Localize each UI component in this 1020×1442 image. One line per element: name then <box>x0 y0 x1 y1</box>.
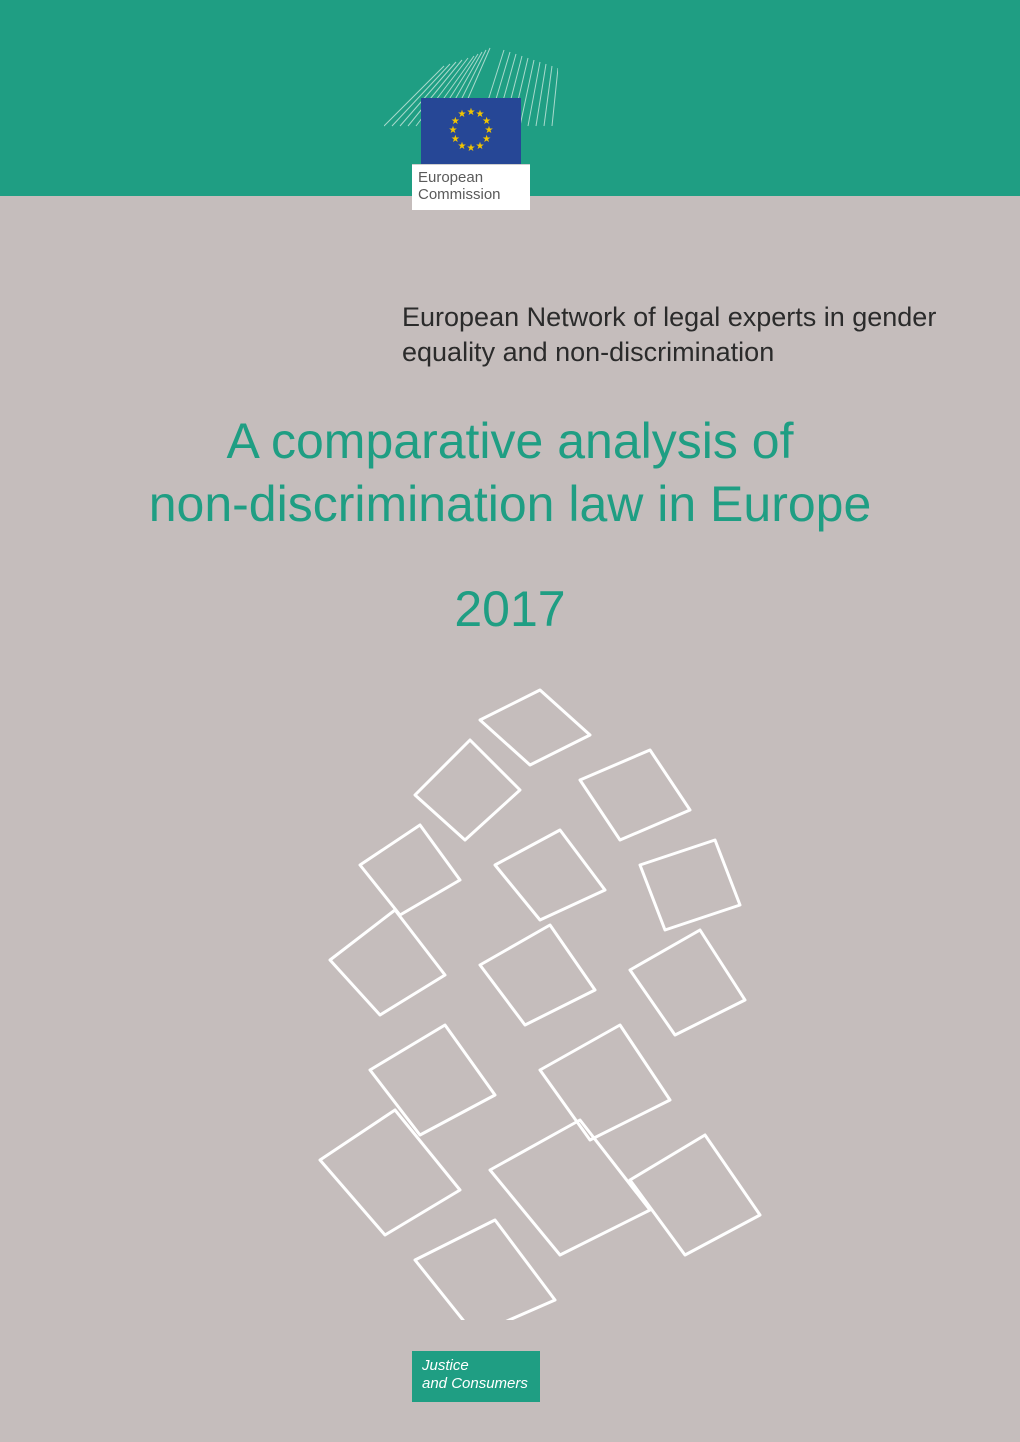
page-background: ★★★★★★★★★★★★ European Commission Europea… <box>0 0 1020 1442</box>
shard-icon <box>320 1110 460 1235</box>
network-subtitle: European Network of legal experts in gen… <box>402 300 950 370</box>
logo-caption-line1: European <box>418 169 524 186</box>
eu-star-icon: ★ <box>476 142 485 152</box>
shard-icon <box>630 1135 760 1255</box>
title-line2: non-discrimination law in Europe <box>149 476 872 532</box>
shard-icon <box>540 1025 670 1140</box>
shard-icon <box>640 840 740 930</box>
shard-icon <box>630 930 745 1035</box>
shard-icon <box>480 925 595 1025</box>
eu-star-icon: ★ <box>451 135 460 145</box>
document-title: A comparative analysis of non-discrimina… <box>0 410 1020 535</box>
shard-icon <box>360 825 460 915</box>
shard-icon <box>370 1025 495 1135</box>
shards-graphic-icon <box>260 680 820 1320</box>
eu-star-icon: ★ <box>449 126 458 136</box>
shard-icon <box>415 740 520 840</box>
eu-star-icon: ★ <box>467 108 476 118</box>
shard-icon <box>330 910 445 1015</box>
shard-icon <box>580 750 690 840</box>
eu-flag-icon: ★★★★★★★★★★★★ <box>421 98 521 164</box>
footer-line2: and Consumers <box>422 1375 528 1394</box>
eu-star-icon: ★ <box>458 110 467 120</box>
logo-caption-box: European Commission <box>412 164 530 210</box>
shard-icon <box>415 1220 555 1320</box>
footer-line1: Justice <box>422 1357 528 1376</box>
title-line1: A comparative analysis of <box>227 413 794 469</box>
logo-caption-line2: Commission <box>418 186 524 203</box>
footer-badge: Justice and Consumers <box>412 1351 540 1403</box>
shard-icon <box>490 1120 650 1255</box>
header-band: ★★★★★★★★★★★★ European Commission <box>0 0 1020 196</box>
shard-icon <box>495 830 605 920</box>
document-year: 2017 <box>0 580 1020 638</box>
eu-star-icon: ★ <box>467 144 476 154</box>
ec-logo: ★★★★★★★★★★★★ European Commission <box>384 36 558 210</box>
shard-icon <box>480 690 590 765</box>
eu-stars-ring: ★★★★★★★★★★★★ <box>449 109 493 153</box>
